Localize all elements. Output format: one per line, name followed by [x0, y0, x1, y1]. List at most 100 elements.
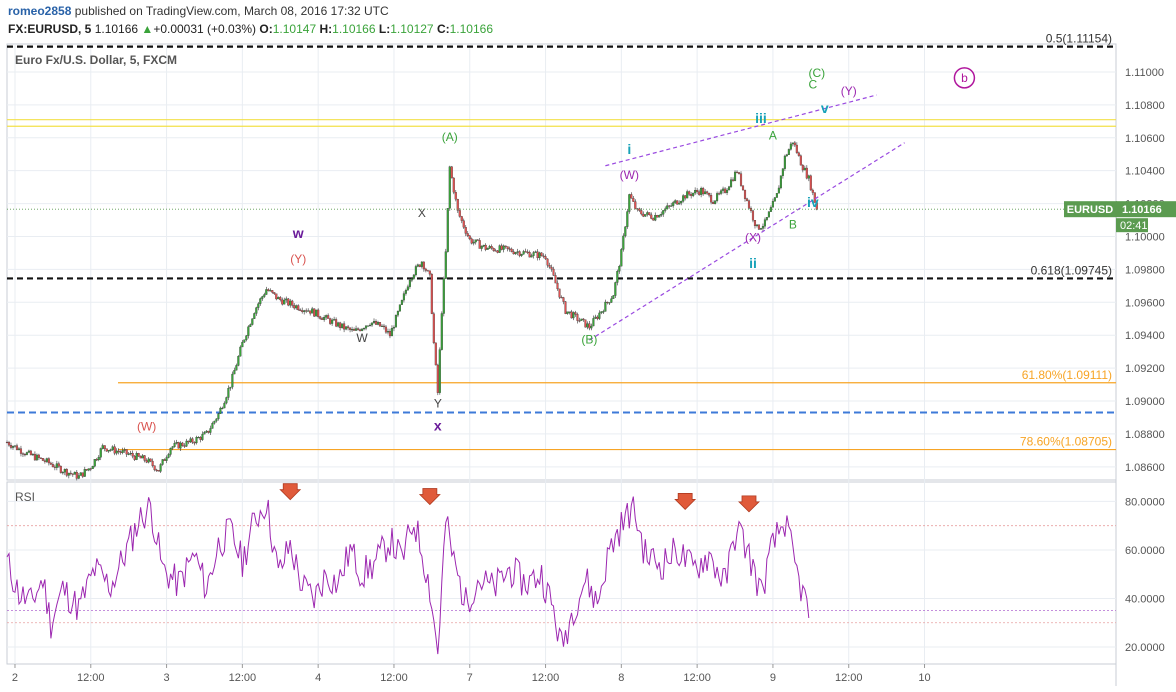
price-tick-label: 1.10400: [1125, 166, 1165, 178]
candle: [394, 315, 397, 328]
candle: [594, 316, 597, 319]
candle: [612, 295, 615, 299]
candle: [552, 268, 555, 276]
candle: [446, 208, 449, 252]
wave-label: (B): [581, 332, 597, 346]
candle: [27, 450, 30, 453]
price-tick-label: 1.09400: [1125, 330, 1165, 342]
candle: [251, 318, 254, 325]
candle: [323, 317, 326, 320]
publish-info: romeo2858 published on TradingView.com, …: [8, 4, 389, 18]
candle: [779, 175, 782, 189]
candle: [422, 261, 425, 270]
rsi-tick-label: 40.0000: [1125, 593, 1165, 605]
candle: [580, 318, 583, 321]
level-label: 78.60%(1.08705): [1020, 435, 1112, 449]
candle: [668, 205, 671, 207]
price-tick-label: 1.10600: [1125, 133, 1165, 145]
candle: [358, 329, 362, 331]
candle: [576, 314, 579, 321]
candle: [287, 298, 290, 306]
candle: [706, 191, 709, 194]
candle: [15, 445, 19, 451]
candle: [508, 248, 511, 250]
candle: [502, 245, 505, 250]
candle: [410, 278, 413, 281]
price-tick-label: 1.10800: [1125, 100, 1165, 112]
candle: [113, 446, 116, 454]
candle: [349, 327, 352, 330]
candle: [755, 224, 759, 227]
price-tick-label: 1.09600: [1125, 297, 1165, 309]
candle: [708, 192, 711, 196]
candle: [219, 407, 222, 414]
candle: [632, 198, 635, 202]
candle: [241, 341, 244, 348]
candle: [482, 244, 485, 247]
price-pane[interactable]: [6, 43, 1117, 481]
candle: [666, 205, 669, 209]
candle: [5, 442, 9, 444]
candle: [277, 297, 280, 300]
candle: [197, 437, 200, 439]
candle: [123, 449, 126, 451]
candle: [722, 188, 725, 191]
candle: [239, 346, 242, 357]
candle: [789, 143, 792, 150]
candle: [642, 213, 645, 217]
wedge-upper-line[interactable]: [605, 94, 877, 167]
candle: [424, 268, 427, 271]
candle: [341, 323, 344, 328]
candle: [245, 335, 248, 340]
rsi-line[interactable]: [6, 496, 810, 655]
wave-label: b: [961, 71, 968, 85]
change-up-icon: ▲: [141, 22, 154, 36]
candle: [293, 305, 296, 309]
candle: [153, 465, 156, 471]
candle: [261, 296, 264, 299]
wave-circle-marker: [953, 67, 976, 89]
candle: [516, 251, 519, 253]
change-value: +0.00031 (+0.03%): [153, 22, 257, 36]
candle: [452, 177, 455, 193]
candle: [193, 442, 196, 444]
rsi-tick-label: 60.0000: [1125, 545, 1165, 557]
candle: [696, 190, 699, 192]
candle: [542, 255, 545, 257]
chart-title: Euro Fx/U.S. Dollar, 5, FXCM: [15, 53, 177, 67]
candle: [692, 192, 695, 196]
price-tick-label: 1.09800: [1125, 264, 1165, 276]
wave-label: X: [418, 206, 426, 220]
candle: [267, 289, 270, 291]
candle: [71, 473, 74, 475]
close-value: 1.10166: [449, 22, 494, 36]
wedge-lower-line[interactable]: [589, 142, 905, 341]
candle: [534, 251, 537, 253]
candle: [87, 468, 90, 471]
candle: [412, 274, 415, 279]
candle: [753, 220, 757, 227]
candle: [592, 318, 595, 327]
candle: [7, 442, 11, 446]
candle: [213, 420, 216, 424]
candle: [337, 322, 340, 327]
candle: [155, 469, 158, 471]
candle: [801, 165, 804, 171]
candle: [249, 324, 252, 327]
candle: [662, 210, 665, 215]
candle: [221, 407, 224, 409]
symbol-label[interactable]: FX:EURUSD, 5: [8, 22, 92, 36]
candle: [85, 469, 88, 471]
candle: [440, 313, 443, 350]
candle: [183, 445, 186, 447]
candle: [514, 252, 517, 255]
ohlc-bar: FX:EURUSD, 5 1.10166 ▲+0.00031 (+0.03%) …: [8, 22, 493, 36]
down-arrow-icon: [418, 488, 441, 506]
candle: [211, 423, 214, 429]
wave-label: A: [769, 128, 777, 142]
author-name[interactable]: romeo2858: [8, 4, 72, 18]
candle: [179, 442, 182, 449]
candle: [586, 323, 589, 328]
candle: [690, 194, 693, 196]
